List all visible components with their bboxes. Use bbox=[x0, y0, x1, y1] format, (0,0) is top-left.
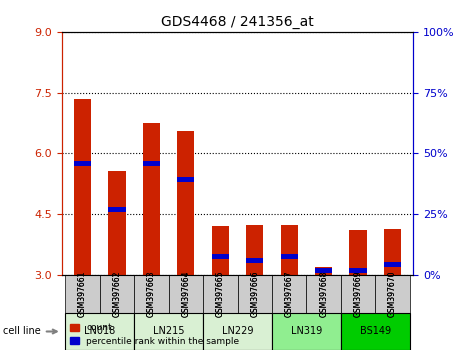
Text: GSM397668: GSM397668 bbox=[319, 270, 328, 317]
FancyBboxPatch shape bbox=[272, 313, 341, 350]
Bar bbox=[246, 258, 263, 263]
Text: cell line: cell line bbox=[3, 326, 57, 337]
Bar bbox=[350, 268, 367, 273]
Text: LN229: LN229 bbox=[222, 326, 253, 337]
Text: GSM397664: GSM397664 bbox=[181, 270, 190, 317]
FancyBboxPatch shape bbox=[65, 275, 100, 313]
Bar bbox=[177, 177, 194, 182]
FancyBboxPatch shape bbox=[238, 275, 272, 313]
Bar bbox=[74, 99, 91, 275]
Bar bbox=[142, 161, 160, 166]
Text: GSM397663: GSM397663 bbox=[147, 270, 156, 317]
Text: GSM397664: GSM397664 bbox=[181, 270, 190, 317]
Text: GSM397668: GSM397668 bbox=[319, 270, 328, 317]
Bar bbox=[142, 123, 160, 275]
FancyBboxPatch shape bbox=[203, 313, 272, 350]
Legend: count, percentile rank within the sample: count, percentile rank within the sample bbox=[66, 320, 243, 349]
Text: GSM397662: GSM397662 bbox=[113, 270, 122, 317]
Bar bbox=[281, 254, 298, 259]
Bar bbox=[108, 171, 125, 275]
Text: LN018: LN018 bbox=[84, 326, 115, 337]
Bar bbox=[350, 230, 367, 275]
FancyBboxPatch shape bbox=[375, 275, 410, 313]
Bar bbox=[281, 225, 298, 275]
Bar bbox=[74, 161, 91, 166]
Text: GSM397662: GSM397662 bbox=[113, 270, 122, 317]
Text: GSM397663: GSM397663 bbox=[147, 270, 156, 317]
Bar bbox=[212, 226, 229, 275]
Text: GSM397669: GSM397669 bbox=[353, 270, 362, 317]
Text: GSM397669: GSM397669 bbox=[353, 270, 362, 317]
Bar bbox=[384, 262, 401, 267]
Text: GSM397665: GSM397665 bbox=[216, 270, 225, 317]
Text: GSM397670: GSM397670 bbox=[388, 270, 397, 317]
Text: LN215: LN215 bbox=[153, 326, 184, 337]
FancyBboxPatch shape bbox=[169, 275, 203, 313]
FancyBboxPatch shape bbox=[272, 275, 306, 313]
FancyBboxPatch shape bbox=[65, 313, 134, 350]
Bar bbox=[177, 131, 194, 275]
Bar bbox=[246, 225, 263, 275]
Text: GSM397666: GSM397666 bbox=[250, 270, 259, 317]
FancyBboxPatch shape bbox=[341, 275, 375, 313]
Bar bbox=[384, 229, 401, 275]
Bar bbox=[315, 267, 332, 275]
FancyBboxPatch shape bbox=[100, 275, 134, 313]
Text: GSM397667: GSM397667 bbox=[285, 270, 294, 317]
Text: GSM397661: GSM397661 bbox=[78, 270, 87, 317]
FancyBboxPatch shape bbox=[134, 275, 169, 313]
FancyBboxPatch shape bbox=[203, 275, 238, 313]
FancyBboxPatch shape bbox=[134, 313, 203, 350]
Bar bbox=[212, 254, 229, 259]
Text: GSM397661: GSM397661 bbox=[78, 270, 87, 317]
Text: GSM397667: GSM397667 bbox=[285, 270, 294, 317]
FancyBboxPatch shape bbox=[341, 313, 410, 350]
Bar bbox=[315, 268, 332, 273]
Text: BS149: BS149 bbox=[360, 326, 391, 337]
FancyBboxPatch shape bbox=[306, 275, 341, 313]
Text: LN319: LN319 bbox=[291, 326, 322, 337]
Bar bbox=[108, 207, 125, 212]
Text: GSM397666: GSM397666 bbox=[250, 270, 259, 317]
Text: GSM397670: GSM397670 bbox=[388, 270, 397, 317]
Title: GDS4468 / 241356_at: GDS4468 / 241356_at bbox=[161, 16, 314, 29]
Text: GSM397665: GSM397665 bbox=[216, 270, 225, 317]
